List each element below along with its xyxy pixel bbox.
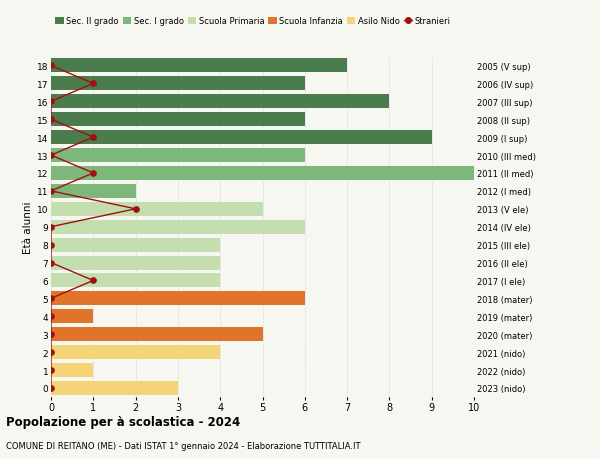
Bar xyxy=(51,167,474,180)
Bar xyxy=(51,274,220,288)
Bar xyxy=(51,292,305,306)
Bar xyxy=(51,77,305,91)
Bar xyxy=(51,310,94,324)
Bar xyxy=(51,59,347,73)
Bar xyxy=(51,185,136,198)
Bar xyxy=(51,95,389,109)
Bar xyxy=(51,345,220,359)
Bar xyxy=(51,381,178,395)
Legend: Sec. II grado, Sec. I grado, Scuola Primaria, Scuola Infanzia, Asilo Nido, Stran: Sec. II grado, Sec. I grado, Scuola Prim… xyxy=(55,17,451,26)
Bar xyxy=(51,220,305,234)
Bar xyxy=(51,238,220,252)
Bar xyxy=(51,113,305,127)
Bar xyxy=(51,363,94,377)
Bar xyxy=(51,256,220,270)
Text: COMUNE DI REITANO (ME) - Dati ISTAT 1° gennaio 2024 - Elaborazione TUTTITALIA.IT: COMUNE DI REITANO (ME) - Dati ISTAT 1° g… xyxy=(6,441,361,450)
Text: Popolazione per à scolastica - 2024: Popolazione per à scolastica - 2024 xyxy=(6,415,240,428)
Bar xyxy=(51,131,432,145)
Bar xyxy=(51,202,263,216)
Bar xyxy=(51,327,263,341)
Bar xyxy=(51,149,305,162)
Y-axis label: Età alunni: Età alunni xyxy=(23,201,32,253)
